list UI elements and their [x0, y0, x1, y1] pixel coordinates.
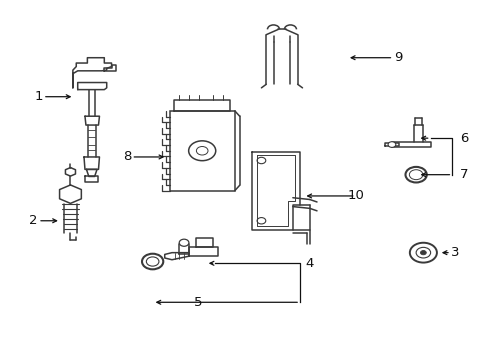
Polygon shape [179, 244, 188, 255]
Text: 7: 7 [459, 168, 467, 181]
Circle shape [146, 257, 159, 266]
Polygon shape [86, 169, 97, 176]
Polygon shape [188, 247, 218, 256]
Polygon shape [73, 58, 111, 88]
Polygon shape [65, 168, 75, 176]
Text: 4: 4 [305, 257, 313, 270]
Circle shape [415, 247, 430, 258]
Circle shape [420, 251, 426, 255]
Circle shape [409, 243, 436, 262]
Text: 2: 2 [29, 214, 38, 227]
Polygon shape [60, 185, 81, 203]
Text: 8: 8 [122, 150, 131, 163]
Text: 3: 3 [450, 246, 459, 259]
Circle shape [408, 170, 422, 180]
Polygon shape [391, 142, 430, 147]
Circle shape [257, 217, 265, 224]
Polygon shape [85, 116, 99, 125]
Circle shape [405, 167, 426, 183]
Text: 10: 10 [347, 189, 364, 202]
Polygon shape [174, 100, 229, 111]
Circle shape [179, 239, 188, 246]
Polygon shape [164, 253, 188, 260]
Circle shape [188, 141, 215, 161]
Circle shape [257, 157, 265, 164]
Text: 9: 9 [393, 51, 401, 64]
Bar [169, 111, 234, 191]
Circle shape [142, 254, 163, 269]
Polygon shape [84, 157, 99, 169]
Text: 5: 5 [193, 296, 202, 309]
Polygon shape [384, 143, 398, 146]
Polygon shape [78, 82, 106, 90]
Circle shape [196, 147, 207, 155]
Polygon shape [196, 238, 213, 247]
Polygon shape [85, 176, 98, 182]
Polygon shape [251, 152, 300, 230]
Text: 6: 6 [459, 132, 467, 145]
Polygon shape [104, 65, 116, 71]
Circle shape [387, 142, 395, 147]
Text: 1: 1 [34, 90, 42, 103]
